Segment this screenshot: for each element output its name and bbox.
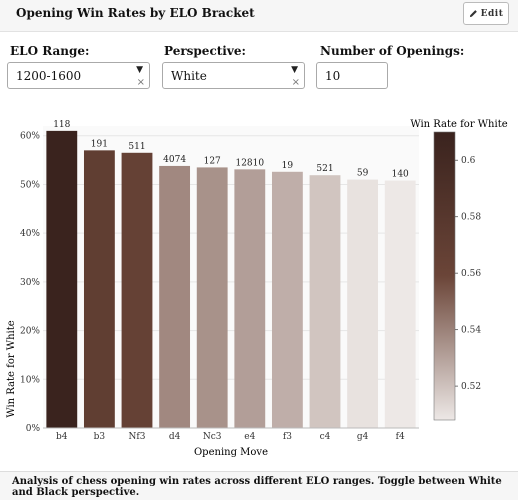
x-tick-label: e4 xyxy=(244,432,255,442)
colorbar-title: Win Rate for White xyxy=(410,119,507,130)
num-openings-input[interactable]: 10 xyxy=(316,62,388,89)
x-tick-label: Nf3 xyxy=(129,432,146,442)
bar-d4[interactable] xyxy=(159,165,191,428)
num-openings-label: Number of Openings: xyxy=(320,44,465,58)
y-tick-label: 0% xyxy=(26,424,41,434)
elo-range-label: ELO Range: xyxy=(10,44,90,58)
bar-g4[interactable] xyxy=(347,179,379,428)
bar-b3[interactable] xyxy=(83,150,115,428)
edit-button-label: Edit xyxy=(480,8,504,19)
data-label: 127 xyxy=(204,156,221,166)
data-label: 4074 xyxy=(163,155,186,165)
edit-button[interactable]: Edit xyxy=(463,2,509,25)
clear-icon[interactable]: × xyxy=(136,77,145,88)
clear-icon[interactable]: × xyxy=(291,77,300,88)
y-tick-label: 40% xyxy=(20,229,40,239)
colorbar xyxy=(433,131,456,421)
colorbar-tick-label: 0.6 xyxy=(461,156,476,166)
y-axis-label: Win Rate for White xyxy=(6,320,17,417)
perspective-value: White xyxy=(171,69,207,83)
data-label: 12810 xyxy=(235,158,264,168)
x-tick-label: f4 xyxy=(396,432,405,442)
colorbar-tick-label: 0.54 xyxy=(461,326,481,336)
x-tick-label: Nc3 xyxy=(203,432,222,442)
bar-c4[interactable] xyxy=(309,175,341,428)
x-tick-label: f3 xyxy=(283,432,292,442)
chevron-down-icon[interactable]: ▼ xyxy=(291,65,298,75)
pencil-icon xyxy=(469,10,477,18)
data-label: 140 xyxy=(392,170,409,180)
x-tick-label: g4 xyxy=(357,432,369,442)
data-label: 19 xyxy=(282,161,294,171)
elo-range-value: 1200-1600 xyxy=(16,69,82,83)
chevron-down-icon[interactable]: ▼ xyxy=(136,65,143,75)
data-label: 521 xyxy=(316,164,333,174)
y-tick-label: 20% xyxy=(20,327,40,337)
bar-Nf3[interactable] xyxy=(121,152,153,428)
num-openings-value: 10 xyxy=(325,69,341,83)
bar-e4[interactable] xyxy=(234,169,266,428)
x-axis-label: Opening Move xyxy=(194,447,268,458)
data-label: 511 xyxy=(128,142,145,152)
y-tick-label: 60% xyxy=(20,132,40,142)
bar-Nc3[interactable] xyxy=(196,167,228,428)
footer-description: Analysis of chess opening win rates acro… xyxy=(0,471,518,500)
data-label: 191 xyxy=(91,139,108,149)
bar-chart: 0% 10% 20% 30% 40% 50% 60% 118 b4 191 b3 511 Nf3 4074… xyxy=(6,119,508,458)
x-tick-label: d4 xyxy=(169,432,181,442)
app-header: Opening Win Rates by ELO Bracket Edit xyxy=(0,0,518,32)
x-tick-label: b4 xyxy=(56,432,68,442)
colorbar-tick-label: 0.52 xyxy=(461,382,481,392)
y-tick-label: 50% xyxy=(20,180,40,190)
x-tick-label: b3 xyxy=(94,432,106,442)
page-title: Opening Win Rates by ELO Bracket xyxy=(16,6,255,20)
colorbar-tick-label: 0.56 xyxy=(461,269,481,279)
perspective-select[interactable]: White ▼ × xyxy=(162,62,305,89)
bar-f4[interactable] xyxy=(384,180,416,428)
perspective-label: Perspective: xyxy=(164,44,246,58)
data-label: 59 xyxy=(357,169,369,179)
bar-b4[interactable] xyxy=(46,130,78,428)
colorbar-tick-label: 0.58 xyxy=(461,213,481,223)
data-label: 118 xyxy=(53,120,70,130)
y-tick-label: 10% xyxy=(20,375,40,385)
x-tick-label: c4 xyxy=(320,432,331,442)
bar-f3[interactable] xyxy=(271,171,303,428)
elo-range-select[interactable]: 1200-1600 ▼ × xyxy=(7,62,150,89)
y-tick-label: 30% xyxy=(20,278,40,288)
